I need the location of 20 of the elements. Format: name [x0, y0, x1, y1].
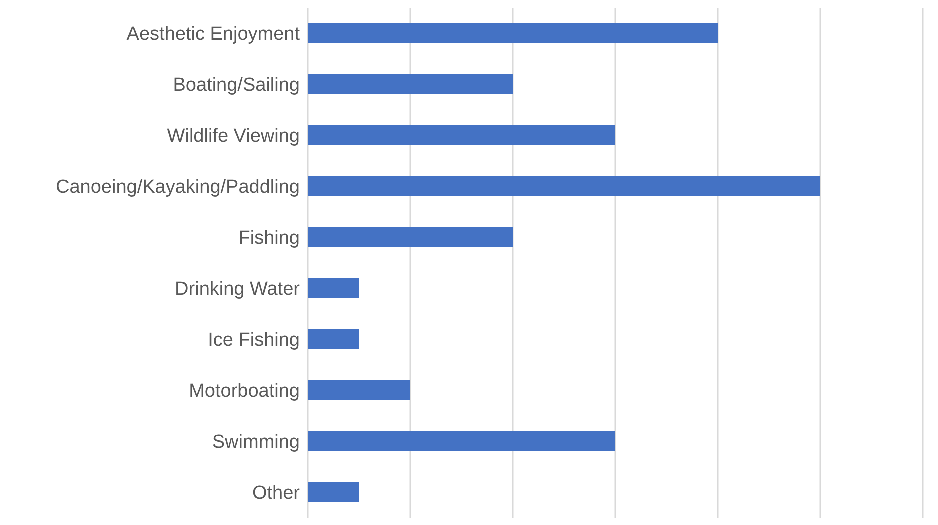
y-tick-label: Drinking Water: [175, 279, 301, 300]
y-tick-label: Canoeing/Kayaking/Paddling: [56, 177, 300, 198]
bar: [308, 23, 718, 44]
y-tick-label: Wildlife Viewing: [167, 126, 300, 148]
bar: [308, 74, 513, 94]
y-tick-label: Aesthetic Enjoyment: [126, 24, 301, 46]
bar: [308, 227, 513, 248]
y-tick-label: Boating/Sailing: [173, 75, 300, 96]
bar: [308, 329, 360, 350]
bar: [308, 482, 360, 502]
bar: [308, 125, 616, 146]
y-tick-label: Fishing: [238, 228, 300, 250]
y-tick-label: Other: [252, 483, 301, 504]
bar: [308, 176, 820, 196]
bar: [308, 431, 616, 452]
bar: [308, 278, 360, 298]
bar: [308, 380, 410, 400]
y-tick-label: Ice Fishing: [208, 330, 300, 352]
y-tick-label: Motorboating: [189, 381, 300, 402]
y-tick-label: Swimming: [212, 432, 300, 454]
